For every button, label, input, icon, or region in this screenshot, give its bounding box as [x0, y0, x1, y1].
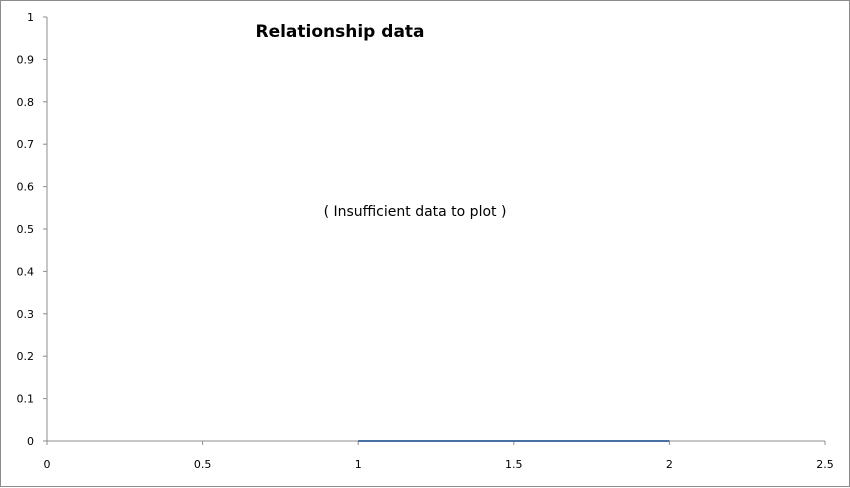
y-tick-label: 0 — [27, 435, 34, 448]
y-tick-label: 0.5 — [17, 223, 35, 236]
x-ticks: 0 0.5 1 1.5 2 2.5 — [44, 441, 834, 471]
insufficient-data-note: ( Insufficient data to plot ) — [324, 204, 507, 220]
x-tick-label: 2 — [666, 458, 673, 471]
y-tick-label: 0.9 — [17, 53, 35, 66]
y-tick-label: 0.4 — [17, 265, 35, 278]
axes — [46, 17, 825, 442]
x-tick-label: 1.5 — [505, 458, 523, 471]
x-tick-label: 2.5 — [816, 458, 834, 471]
y-tick-label: 0.6 — [17, 181, 35, 194]
x-tick-label: 1 — [355, 458, 362, 471]
x-tick-label: 0 — [44, 458, 51, 471]
y-tick-label: 0.2 — [17, 350, 35, 363]
y-tick-label: 1 — [27, 11, 34, 24]
y-tick-label: 0.3 — [17, 308, 35, 321]
y-tick-label: 0.8 — [17, 96, 35, 109]
y-tick-label: 0.1 — [17, 393, 35, 406]
chart-title: Relationship data — [255, 22, 424, 42]
y-ticks: 0 0.1 0.2 0.3 0.4 0.5 0.6 0.7 0.8 0.9 1 — [17, 11, 47, 448]
y-tick-label: 0.7 — [17, 138, 35, 151]
x-tick-label: 0.5 — [194, 458, 212, 471]
